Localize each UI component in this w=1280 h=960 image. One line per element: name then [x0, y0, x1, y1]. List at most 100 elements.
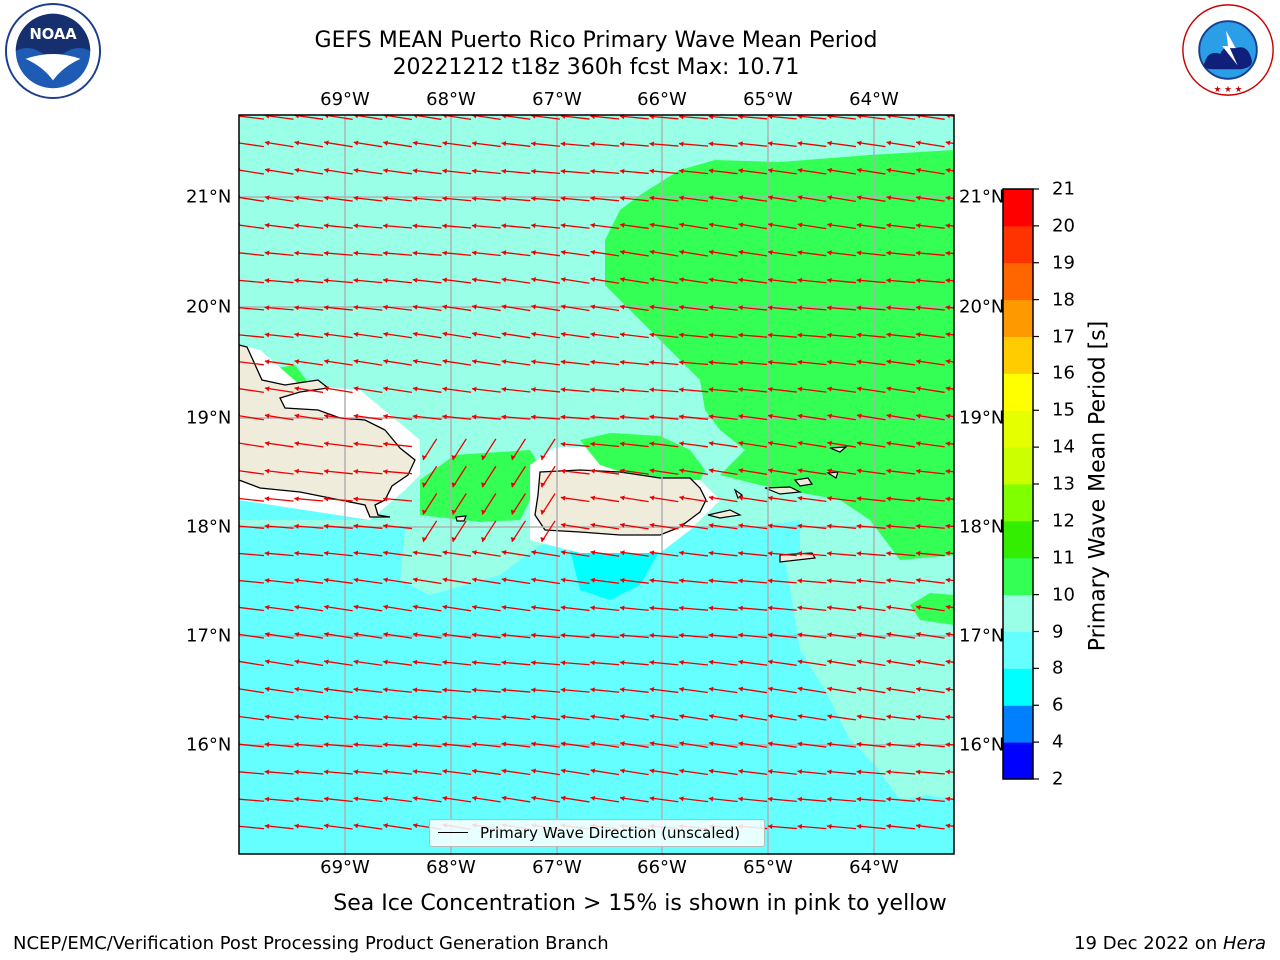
wave-arrow-head [797, 440, 803, 446]
wave-arrow-shaft [945, 605, 954, 609]
wave-arrow-shaft [560, 360, 590, 366]
wave-arrow-shaft [708, 687, 738, 694]
wave-arrow-head [649, 796, 655, 802]
wave-arrow-head [797, 167, 803, 174]
wave-arrow-shaft [531, 661, 561, 666]
wave-arrow-head [768, 713, 773, 719]
wave-arrow-shaft [856, 360, 886, 366]
wave-arrow-shaft [294, 605, 324, 612]
wave-arrow-shaft [442, 387, 472, 393]
wave-arrow-shaft [738, 223, 768, 230]
wave-arrow-head [768, 168, 773, 174]
wave-arrow-shaft [915, 497, 945, 502]
wave-arrow-shaft [590, 551, 620, 557]
wave-arrow-shaft [324, 632, 353, 639]
wave-arrow-head [708, 277, 714, 283]
wave-arrow-head [619, 414, 625, 420]
wave-arrow-shaft [590, 606, 620, 611]
wave-arrow-head [383, 659, 388, 665]
wave-arrow-shaft [531, 224, 561, 229]
wave-arrow-shaft [767, 552, 797, 557]
wave-arrow-shaft [649, 523, 679, 530]
wave-arrow-shaft [886, 469, 916, 475]
wave-arrow-shaft [531, 197, 561, 202]
wave-arrow-head [679, 686, 684, 692]
wave-arrow-shaft [886, 414, 916, 421]
wave-arrow-head [383, 115, 388, 119]
colorbar-segment [1003, 189, 1033, 227]
wave-arrow-shaft [442, 770, 472, 775]
wave-arrow-shaft [239, 825, 265, 830]
wave-arrow-head [827, 605, 832, 611]
wave-arrow-shaft [353, 605, 383, 612]
wave-arrow-shaft [353, 196, 383, 202]
wave-arrow-shaft [767, 361, 797, 366]
wave-arrow-shaft [886, 279, 916, 284]
wave-arrow-shaft [383, 551, 412, 557]
wave-arrow-shaft [412, 770, 442, 775]
wave-arrow-head [472, 304, 477, 310]
wave-arrow-shaft [886, 770, 916, 775]
wave-arrow-head [412, 742, 418, 748]
wave-arrow-head [442, 604, 448, 610]
wave-arrow-shaft [383, 415, 412, 421]
wave-arrow-shaft [294, 387, 324, 394]
wave-arrow-shaft [323, 414, 353, 421]
wave-arrow-head [294, 796, 299, 802]
colorbar-tick-label: 6 [1052, 694, 1064, 716]
wave-arrow-shaft [294, 224, 324, 229]
wave-arrow-head [294, 250, 299, 256]
wave-arrow-shaft [239, 715, 264, 721]
wave-arrow-shaft [412, 141, 442, 148]
wave-arrow-head [738, 686, 744, 692]
wave-arrow-head [886, 578, 891, 584]
wave-arrow-shaft [323, 660, 353, 667]
wave-arrow-head [383, 496, 388, 502]
wave-arrow-head [531, 141, 536, 147]
wave-arrow-shaft [619, 197, 649, 202]
wave-arrow-shaft [442, 688, 472, 693]
wave-arrow-head [649, 687, 655, 693]
wave-arrow-shaft [797, 115, 827, 120]
wave-arrow-head [886, 167, 892, 173]
wave-arrow-head [323, 714, 329, 720]
lat-label-right: 19°N [959, 407, 1005, 429]
wave-arrow-shaft [590, 278, 620, 284]
wave-arrow-shaft [501, 142, 531, 147]
wave-arrow-head [451, 455, 457, 460]
wave-arrow-head [679, 796, 684, 802]
wave-arrow-shaft [412, 252, 442, 256]
wave-arrow-head [323, 305, 329, 311]
wave-arrow-shaft [264, 141, 294, 148]
wave-arrow-shaft [886, 196, 916, 202]
wave-arrow-head [560, 414, 566, 420]
wave-arrow-head [856, 305, 862, 311]
wave-arrow-head [531, 115, 536, 119]
colorbar-segment [1003, 410, 1033, 448]
wave-arrow-shaft [383, 743, 413, 748]
wave-arrow-head [708, 605, 714, 611]
wave-arrow-shaft [531, 388, 561, 393]
wave-arrow-head [738, 632, 743, 638]
wave-arrow-head [531, 250, 536, 256]
wave-arrow-head [649, 714, 655, 720]
wave-arrow-head [294, 305, 299, 311]
wave-arrow-shaft [323, 770, 353, 775]
wave-arrow-head [915, 332, 921, 338]
wave-arrow-shaft [767, 579, 797, 584]
wave-arrow-shaft [294, 168, 324, 175]
wave-arrow-shaft [915, 279, 945, 284]
wave-arrow-head [471, 141, 477, 147]
wave-arrow-shaft [239, 743, 265, 748]
wave-arrow-head [649, 222, 655, 228]
wave-arrow-shaft [294, 252, 324, 256]
wave-arrow-head [886, 115, 891, 119]
wave-arrow-head [294, 167, 300, 173]
sea-ice-note: Sea Ice Concentration > 15% is shown in … [333, 891, 947, 916]
wave-arrow-head [620, 304, 625, 310]
wave-arrow-head [856, 523, 862, 529]
wave-arrow-shaft [619, 579, 649, 584]
wave-arrow-shaft [679, 469, 708, 475]
wave-arrow-head [442, 140, 448, 146]
wave-arrow-head [353, 140, 359, 146]
